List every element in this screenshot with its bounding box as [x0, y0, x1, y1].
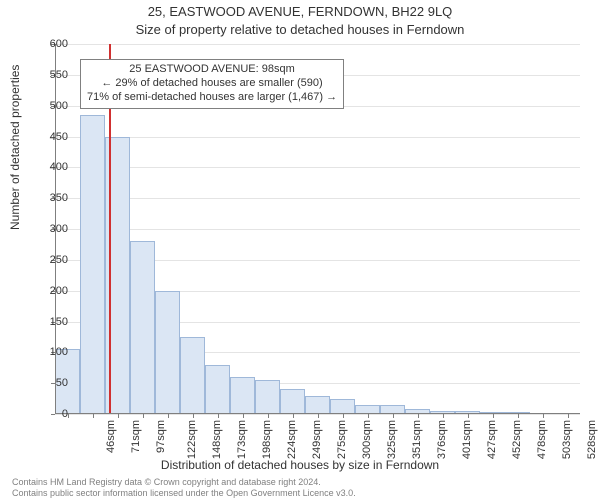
histogram-bar	[230, 377, 255, 414]
x-tick-mark	[493, 414, 494, 418]
histogram-bar	[180, 337, 205, 414]
y-tick-label: 200	[28, 285, 68, 297]
y-tick-label: 400	[28, 161, 68, 173]
grid-line	[55, 44, 580, 45]
x-tick-label: 503sqm	[561, 420, 573, 459]
x-tick-label: 452sqm	[511, 420, 523, 459]
x-axis-line	[55, 413, 580, 414]
x-tick-mark	[168, 414, 169, 418]
x-tick-label: 351sqm	[411, 420, 423, 459]
y-tick-label: 600	[28, 38, 68, 50]
x-tick-mark	[568, 414, 569, 418]
x-tick-label: 275sqm	[336, 420, 348, 459]
annotation-box: 25 EASTWOOD AVENUE: 98sqm← 29% of detach…	[80, 59, 344, 108]
y-tick-label: 500	[28, 100, 68, 112]
x-tick-label: 401sqm	[461, 420, 473, 459]
x-tick-label: 148sqm	[211, 420, 223, 459]
y-tick-label: 450	[28, 131, 68, 143]
x-tick-mark	[268, 414, 269, 418]
x-tick-label: 427sqm	[486, 420, 498, 459]
grid-line	[55, 229, 580, 230]
histogram-bar	[255, 380, 280, 414]
x-tick-mark	[368, 414, 369, 418]
x-tick-label: 46sqm	[105, 420, 117, 453]
x-tick-label: 478sqm	[536, 420, 548, 459]
annotation-line: ← 29% of detached houses are smaller (59…	[87, 77, 337, 91]
x-tick-mark	[243, 414, 244, 418]
y-tick-label: 300	[28, 223, 68, 235]
y-tick-label: 250	[28, 254, 68, 266]
y-tick-label: 350	[28, 192, 68, 204]
histogram-bar	[330, 399, 355, 414]
annotation-line: 71% of semi-detached houses are larger (…	[87, 91, 337, 105]
x-tick-label: 300sqm	[361, 420, 373, 459]
x-tick-mark	[418, 414, 419, 418]
x-tick-label: 224sqm	[286, 420, 298, 459]
y-tick-label: 50	[28, 377, 68, 389]
grid-line	[55, 198, 580, 199]
annotation-line: 25 EASTWOOD AVENUE: 98sqm	[87, 63, 337, 77]
page-subtitle: Size of property relative to detached ho…	[0, 22, 600, 37]
x-tick-label: 122sqm	[186, 420, 198, 459]
histogram-bar	[80, 115, 105, 414]
x-tick-label: 528sqm	[586, 420, 598, 459]
y-tick-label: 100	[28, 346, 68, 358]
x-tick-mark	[193, 414, 194, 418]
grid-line	[55, 167, 580, 168]
x-tick-mark	[143, 414, 144, 418]
x-tick-mark	[93, 414, 94, 418]
x-tick-label: 325sqm	[386, 420, 398, 459]
chart-container: { "title_line1": "25, EASTWOOD AVENUE, F…	[0, 0, 600, 500]
x-tick-mark	[443, 414, 444, 418]
x-tick-mark	[393, 414, 394, 418]
x-tick-label: 97sqm	[155, 420, 167, 453]
x-tick-mark	[293, 414, 294, 418]
footer-line2: Contains public sector information licen…	[12, 488, 356, 498]
x-tick-label: 71sqm	[130, 420, 142, 453]
x-tick-label: 198sqm	[261, 420, 273, 459]
footer-attribution: Contains HM Land Registry data © Crown c…	[12, 477, 356, 498]
x-axis-label: Distribution of detached houses by size …	[0, 458, 600, 472]
histogram-bar	[280, 389, 305, 414]
histogram-bar	[305, 396, 330, 415]
x-tick-mark	[118, 414, 119, 418]
histogram-bar	[130, 241, 155, 414]
x-tick-label: 376sqm	[436, 420, 448, 459]
y-tick-label: 550	[28, 69, 68, 81]
y-axis-label: Number of detached properties	[8, 65, 22, 230]
y-tick-label: 150	[28, 316, 68, 328]
x-tick-mark	[543, 414, 544, 418]
chart-plot-area: 25 EASTWOOD AVENUE: 98sqm← 29% of detach…	[55, 44, 580, 414]
x-tick-mark	[518, 414, 519, 418]
x-tick-label: 173sqm	[236, 420, 248, 459]
x-tick-mark	[318, 414, 319, 418]
x-tick-mark	[218, 414, 219, 418]
histogram-bar	[155, 291, 180, 414]
y-tick-label: 0	[28, 408, 68, 420]
x-tick-label: 249sqm	[311, 420, 323, 459]
x-tick-mark	[343, 414, 344, 418]
grid-line	[55, 137, 580, 138]
footer-line1: Contains HM Land Registry data © Crown c…	[12, 477, 356, 487]
x-tick-mark	[468, 414, 469, 418]
histogram-bar	[205, 365, 230, 414]
page-title-address: 25, EASTWOOD AVENUE, FERNDOWN, BH22 9LQ	[0, 4, 600, 19]
